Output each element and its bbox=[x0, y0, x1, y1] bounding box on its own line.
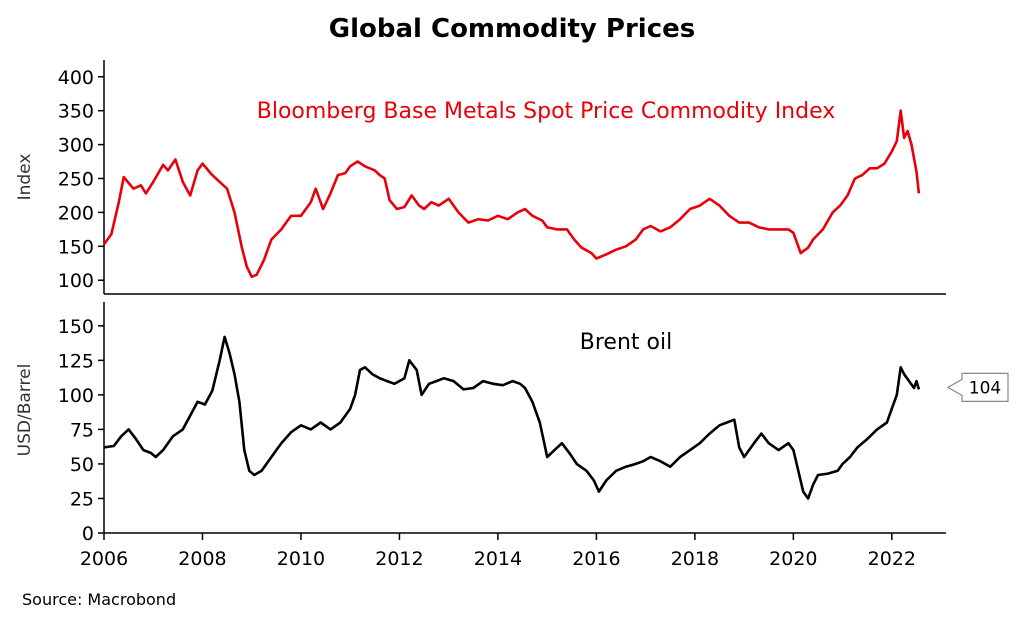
series-label: Brent oil bbox=[580, 330, 672, 355]
x-tick-label: 2010 bbox=[277, 548, 325, 570]
y-tick-label: 125 bbox=[58, 350, 94, 372]
y-tick-label: 0 bbox=[82, 523, 94, 545]
x-tick-label: 2008 bbox=[178, 548, 226, 570]
y-tick-label: 75 bbox=[70, 419, 94, 441]
x-tick-label: 2016 bbox=[572, 548, 620, 570]
y-axis-label: USD/Barrel bbox=[15, 364, 35, 457]
x-tick-label: 2018 bbox=[671, 548, 719, 570]
y-axis-label: Index bbox=[15, 154, 35, 201]
series-label: Bloomberg Base Metals Spot Price Commodi… bbox=[257, 99, 836, 124]
x-tick-label: 2012 bbox=[375, 548, 423, 570]
series-line bbox=[102, 109, 921, 279]
y-tick-label: 100 bbox=[58, 385, 94, 407]
x-tick-label: 2006 bbox=[80, 548, 128, 570]
last-value-callout bbox=[946, 372, 1009, 402]
x-tick-label: 2014 bbox=[474, 548, 522, 570]
y-tick-label: 100 bbox=[58, 270, 94, 292]
x-tick-label: 2022 bbox=[868, 548, 916, 570]
y-tick-label: 400 bbox=[58, 67, 94, 89]
source-note: Source: Macrobond bbox=[22, 590, 177, 609]
last-value-label: 104 bbox=[969, 378, 1001, 398]
x-tick-label: 2020 bbox=[769, 548, 817, 570]
y-tick-label: 150 bbox=[58, 316, 94, 338]
y-tick-label: 250 bbox=[58, 169, 94, 191]
series-line bbox=[103, 335, 921, 500]
y-tick-label: 200 bbox=[58, 202, 94, 224]
y-tick-label: 300 bbox=[58, 135, 94, 157]
y-tick-label: 25 bbox=[70, 488, 94, 510]
y-tick-label: 150 bbox=[58, 236, 94, 258]
y-tick-label: 350 bbox=[58, 101, 94, 123]
chart-title: Global Commodity Prices bbox=[328, 14, 696, 44]
y-tick-label: 50 bbox=[70, 454, 94, 476]
